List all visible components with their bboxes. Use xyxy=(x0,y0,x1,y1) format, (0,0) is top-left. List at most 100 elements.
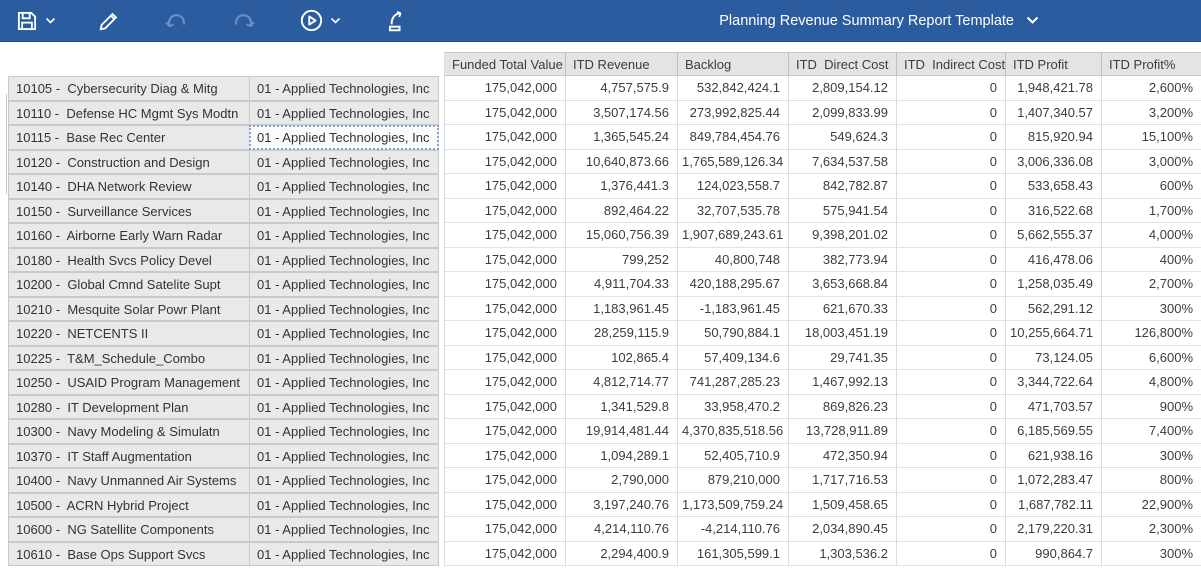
itd-revenue-cell[interactable]: 2,790,000 xyxy=(566,468,678,493)
itd-indirect-cost-cell[interactable]: 0 xyxy=(897,468,1006,493)
funded-total-value-cell[interactable]: 175,042,000 xyxy=(444,76,566,101)
itd-profit-pct-cell[interactable]: 4,800% xyxy=(1102,370,1201,395)
org-cell[interactable]: 01 - Applied Technologies, Inc xyxy=(249,492,439,517)
itd-profit-pct-cell[interactable]: 2,700% xyxy=(1102,272,1201,297)
backlog-cell[interactable]: -4,214,110.76 xyxy=(678,517,789,542)
project-cell[interactable]: 10300 - Navy Modeling & Simulatn xyxy=(8,419,250,444)
org-cell[interactable]: 01 - Applied Technologies, Inc xyxy=(249,76,439,101)
itd-profit-cell[interactable]: 1,258,035.49 xyxy=(1006,272,1102,297)
org-cell[interactable]: 01 - Applied Technologies, Inc xyxy=(249,394,439,419)
org-cell[interactable]: 01 - Applied Technologies, Inc xyxy=(249,419,439,444)
itd-revenue-cell[interactable]: 3,507,174.56 xyxy=(566,100,678,125)
itd-revenue-cell[interactable]: 28,259,115.9 xyxy=(566,321,678,346)
itd-revenue-cell[interactable]: 10,640,873.66 xyxy=(566,149,678,174)
project-cell[interactable]: 10220 - NETCENTS II xyxy=(8,321,250,346)
redo-button[interactable] xyxy=(230,7,258,35)
header-itd-profit[interactable]: ITD Profit xyxy=(1006,52,1102,76)
project-cell[interactable]: 10120 - Construction and Design xyxy=(8,149,250,174)
org-cell[interactable]: 01 - Applied Technologies, Inc xyxy=(249,100,439,125)
itd-direct-cost-cell[interactable]: 575,941.54 xyxy=(789,198,897,223)
funded-total-value-cell[interactable]: 175,042,000 xyxy=(444,370,566,395)
org-cell[interactable]: 01 - Applied Technologies, Inc xyxy=(249,443,439,468)
funded-total-value-cell[interactable]: 175,042,000 xyxy=(444,394,566,419)
itd-revenue-cell[interactable]: 1,341,529.8 xyxy=(566,394,678,419)
itd-revenue-cell[interactable]: 892,464.22 xyxy=(566,198,678,223)
itd-direct-cost-cell[interactable]: 1,717,716.53 xyxy=(789,468,897,493)
itd-profit-pct-cell[interactable]: 2,600% xyxy=(1102,76,1201,101)
org-cell[interactable]: 01 - Applied Technologies, Inc xyxy=(249,541,439,566)
backlog-cell[interactable]: 40,800,748 xyxy=(678,247,789,272)
org-cell[interactable]: 01 - Applied Technologies, Inc xyxy=(249,198,439,223)
header-itd-profit-pct[interactable]: ITD Profit% xyxy=(1102,52,1201,76)
itd-revenue-cell[interactable]: 1,365,545.24 xyxy=(566,125,678,150)
backlog-cell[interactable]: 161,305,599.1 xyxy=(678,541,789,566)
itd-profit-pct-cell[interactable]: 3,000% xyxy=(1102,149,1201,174)
itd-direct-cost-cell[interactable]: 549,624.3 xyxy=(789,125,897,150)
itd-indirect-cost-cell[interactable]: 0 xyxy=(897,76,1006,101)
project-cell[interactable]: 10110 - Defense HC Mgmt Sys Modtn xyxy=(8,100,250,125)
itd-direct-cost-cell[interactable]: 7,634,537.58 xyxy=(789,149,897,174)
itd-revenue-cell[interactable]: 15,060,756.39 xyxy=(566,223,678,248)
header-itd-indirect-cost[interactable]: ITD Indirect Cost xyxy=(897,52,1006,76)
itd-profit-pct-cell[interactable]: 1,700% xyxy=(1102,198,1201,223)
itd-profit-cell[interactable]: 1,407,340.57 xyxy=(1006,100,1102,125)
backlog-cell[interactable]: 57,409,134.6 xyxy=(678,345,789,370)
itd-profit-cell[interactable]: 3,344,722.64 xyxy=(1006,370,1102,395)
itd-profit-cell[interactable]: 5,662,555.37 xyxy=(1006,223,1102,248)
org-cell[interactable]: 01 - Applied Technologies, Inc xyxy=(249,272,439,297)
org-cell[interactable]: 01 - Applied Technologies, Inc xyxy=(249,247,439,272)
itd-profit-cell[interactable]: 562,291.12 xyxy=(1006,296,1102,321)
itd-indirect-cost-cell[interactable]: 0 xyxy=(897,541,1006,566)
itd-indirect-cost-cell[interactable]: 0 xyxy=(897,443,1006,468)
backlog-cell[interactable]: 124,023,558.7 xyxy=(678,174,789,199)
itd-profit-pct-cell[interactable]: 800% xyxy=(1102,468,1201,493)
funded-total-value-cell[interactable]: 175,042,000 xyxy=(444,125,566,150)
backlog-cell[interactable]: 1,765,589,126.34 xyxy=(678,149,789,174)
itd-revenue-cell[interactable]: 4,911,704.33 xyxy=(566,272,678,297)
project-cell[interactable]: 10150 - Surveillance Services xyxy=(8,198,250,223)
itd-indirect-cost-cell[interactable]: 0 xyxy=(897,247,1006,272)
itd-direct-cost-cell[interactable]: 9,398,201.02 xyxy=(789,223,897,248)
funded-total-value-cell[interactable]: 175,042,000 xyxy=(444,468,566,493)
project-cell[interactable]: 10115 - Base Rec Center xyxy=(8,125,250,150)
itd-profit-cell[interactable]: 416,478.06 xyxy=(1006,247,1102,272)
itd-profit-cell[interactable]: 6,185,569.55 xyxy=(1006,419,1102,444)
backlog-cell[interactable]: 849,784,454.76 xyxy=(678,125,789,150)
itd-direct-cost-cell[interactable]: 1,509,458.65 xyxy=(789,492,897,517)
project-cell[interactable]: 10180 - Health Svcs Policy Devel xyxy=(8,247,250,272)
itd-direct-cost-cell[interactable]: 1,467,992.13 xyxy=(789,370,897,395)
itd-revenue-cell[interactable]: 1,094,289.1 xyxy=(566,443,678,468)
backlog-cell[interactable]: 879,210,000 xyxy=(678,468,789,493)
itd-profit-cell[interactable]: 2,179,220.31 xyxy=(1006,517,1102,542)
project-cell[interactable]: 10610 - Base Ops Support Svcs xyxy=(8,541,250,566)
itd-revenue-cell[interactable]: 1,183,961.45 xyxy=(566,296,678,321)
report-template-selector[interactable]: Planning Revenue Summary Report Template xyxy=(719,13,1039,29)
undo-button[interactable] xyxy=(162,7,190,35)
org-cell[interactable]: 01 - Applied Technologies, Inc xyxy=(249,345,439,370)
funded-total-value-cell[interactable]: 175,042,000 xyxy=(444,419,566,444)
backlog-cell[interactable]: 33,958,470.2 xyxy=(678,394,789,419)
itd-profit-cell[interactable]: 1,948,421.78 xyxy=(1006,76,1102,101)
itd-profit-pct-cell[interactable]: 6,600% xyxy=(1102,345,1201,370)
itd-profit-cell[interactable]: 815,920.94 xyxy=(1006,125,1102,150)
edit-button[interactable] xyxy=(96,8,122,34)
org-cell[interactable]: 01 - Applied Technologies, Inc xyxy=(249,370,439,395)
itd-revenue-cell[interactable]: 799,252 xyxy=(566,247,678,272)
itd-profit-pct-cell[interactable]: 126,800% xyxy=(1102,321,1201,346)
funded-total-value-cell[interactable]: 175,042,000 xyxy=(444,517,566,542)
itd-profit-cell[interactable]: 1,687,782.11 xyxy=(1006,492,1102,517)
itd-profit-cell[interactable]: 10,255,664.71 xyxy=(1006,321,1102,346)
itd-profit-pct-cell[interactable]: 22,900% xyxy=(1102,492,1201,517)
backlog-cell[interactable]: 1,907,689,243.61 xyxy=(678,223,789,248)
itd-revenue-cell[interactable]: 2,294,400.9 xyxy=(566,541,678,566)
itd-revenue-cell[interactable]: 3,197,240.76 xyxy=(566,492,678,517)
funded-total-value-cell[interactable]: 175,042,000 xyxy=(444,443,566,468)
itd-indirect-cost-cell[interactable]: 0 xyxy=(897,174,1006,199)
project-cell[interactable]: 10160 - Airborne Early Warn Radar xyxy=(8,223,250,248)
itd-direct-cost-cell[interactable]: 2,099,833.99 xyxy=(789,100,897,125)
header-itd-revenue[interactable]: ITD Revenue xyxy=(566,52,678,76)
project-cell[interactable]: 10140 - DHA Network Review xyxy=(8,174,250,199)
itd-profit-pct-cell[interactable]: 300% xyxy=(1102,443,1201,468)
org-cell[interactable]: 01 - Applied Technologies, Inc xyxy=(249,223,439,248)
backlog-cell[interactable]: 420,188,295.67 xyxy=(678,272,789,297)
